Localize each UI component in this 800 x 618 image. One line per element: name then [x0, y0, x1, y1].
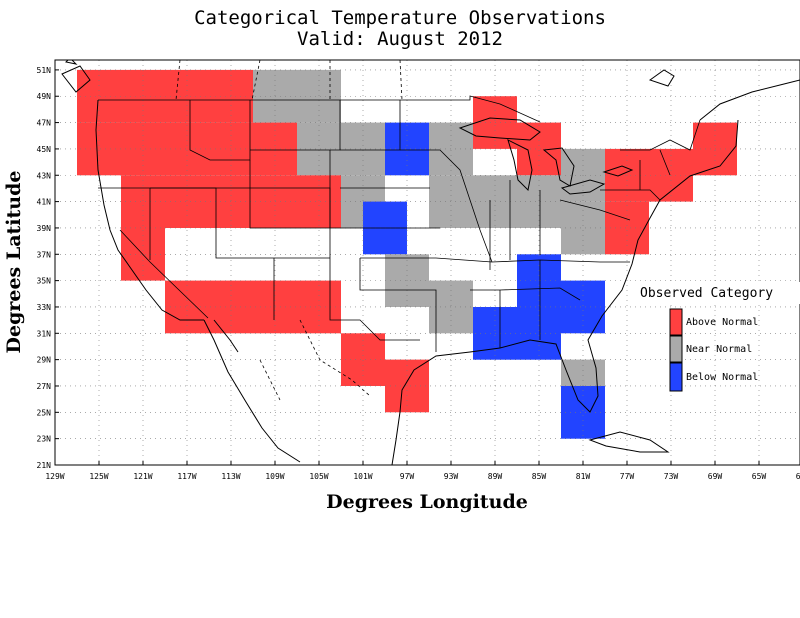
legend-label-above: Above Normal	[686, 317, 758, 328]
state-borders	[98, 95, 701, 352]
y-axis-label: Degrees Latitude	[3, 171, 25, 354]
y-tick-label: 39N	[37, 224, 52, 233]
legend-swatch-below	[669, 362, 683, 392]
y-tick-label: 25N	[37, 408, 52, 417]
legend-label-near: Near Normal	[686, 344, 752, 355]
legend-swatch-above	[669, 308, 683, 336]
y-tick-label: 33N	[37, 303, 52, 312]
y-tick-label: 45N	[37, 145, 52, 154]
x-tick-label: 105W	[309, 472, 328, 481]
x-tick-label: 125W	[89, 472, 108, 481]
y-tick-label: 41N	[37, 198, 52, 207]
y-tick-labels: 51N 49N 47N 45N 43N 41N 39N 37N 35N 33N 31N 29N 27N 2…	[37, 66, 59, 470]
legend: Observed Category Above Normal Near Norm…	[630, 282, 800, 392]
y-tick-label: 21N	[37, 461, 52, 470]
category-cell	[165, 280, 209, 334]
y-tick-label: 51N	[37, 66, 52, 75]
x-axis-label: Degrees Longitude	[326, 491, 528, 513]
y-tick-label: 43N	[37, 171, 52, 180]
y-tick-label: 29N	[37, 356, 52, 365]
x-tick-label: 85W	[532, 472, 547, 481]
chart-title-line1: Categorical Temperature Observations	[194, 7, 606, 29]
province-borders	[175, 60, 403, 401]
category-cell	[517, 175, 561, 228]
category-cell	[77, 69, 121, 123]
category-cell	[605, 201, 649, 255]
x-tick-label: 101W	[353, 472, 372, 481]
x-tick-label: 77W	[620, 472, 635, 481]
x-tick-label: 97W	[400, 472, 415, 481]
category-cell	[385, 122, 429, 176]
x-tick-label: 61W	[796, 472, 800, 481]
x-tick-label: 73W	[664, 472, 679, 481]
category-cell	[165, 69, 209, 123]
coastline-outline	[61, 60, 800, 465]
x-tick-label: 113W	[221, 472, 240, 481]
category-cell	[77, 122, 121, 176]
x-tick-label: 65W	[752, 472, 767, 481]
y-tick-label: 35N	[37, 277, 52, 286]
x-tick-label: 117W	[177, 472, 196, 481]
category-cell	[121, 69, 165, 123]
x-tick-label: 69W	[708, 472, 723, 481]
category-cell	[297, 122, 341, 176]
category-cell	[121, 175, 165, 228]
y-tick-label: 47N	[37, 119, 52, 128]
category-cell	[297, 69, 341, 123]
category-cell	[121, 122, 165, 176]
x-tick-label: 93W	[444, 472, 459, 481]
category-cell	[297, 175, 341, 228]
legend-title: Observed Category	[640, 286, 773, 301]
category-cell	[561, 280, 605, 334]
x-tick-label: 89W	[488, 472, 503, 481]
chart-title-line2: Valid: August 2012	[297, 28, 503, 50]
x-tick-label: 121W	[133, 472, 152, 481]
category-cells	[77, 69, 737, 439]
legend-label-below: Below Normal	[686, 372, 758, 383]
category-cell	[341, 333, 385, 386]
plot-frame	[54, 59, 800, 466]
category-cell	[297, 280, 341, 334]
y-tick-label: 23N	[37, 435, 52, 444]
y-tick-label: 27N	[37, 382, 52, 391]
x-tick-label: 129W	[45, 472, 64, 481]
category-cell	[517, 307, 561, 360]
x-tick-label: 81W	[576, 472, 591, 481]
y-tick-label: 31N	[37, 329, 52, 338]
y-tick-label: 37N	[37, 250, 52, 259]
x-tick-labels: 129W 125W 121W 117W 113W 109W 105W 101W 97W 93W 89…	[45, 461, 800, 481]
category-cell	[165, 175, 209, 228]
x-tick-label: 109W	[265, 472, 284, 481]
category-cell	[165, 122, 209, 176]
y-tick-label: 49N	[37, 92, 52, 101]
legend-title-background	[630, 282, 800, 304]
category-cell	[341, 122, 385, 176]
legend-swatch-near	[669, 335, 683, 363]
